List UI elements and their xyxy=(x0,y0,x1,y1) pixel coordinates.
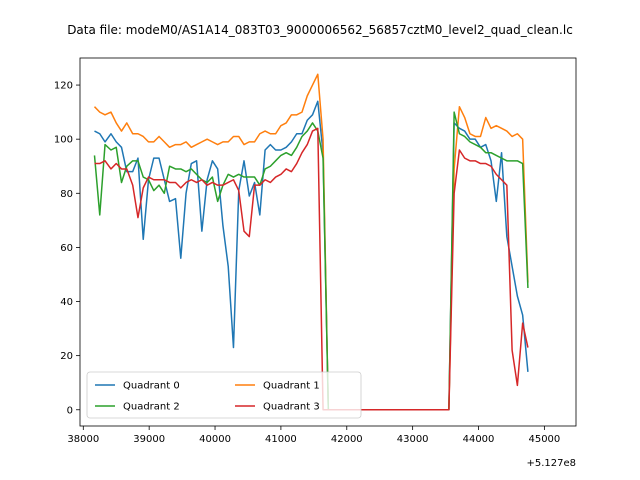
x-tick-label: 39000 xyxy=(133,434,165,445)
y-tick-label: 120 xyxy=(54,81,73,92)
y-tick-label: 60 xyxy=(60,243,73,254)
legend-label: Quadrant 3 xyxy=(263,402,320,413)
x-tick-label: 44000 xyxy=(463,434,495,445)
chart-title: Data file: modeM0/AS1A14_083T03_90000065… xyxy=(67,23,573,37)
series-line-quadrant-2 xyxy=(93,111,529,411)
y-tick-label: 0 xyxy=(67,405,73,416)
legend-label: Quadrant 0 xyxy=(123,381,180,392)
plot-area-frame xyxy=(79,57,577,427)
legend-label: Quadrant 2 xyxy=(123,402,180,413)
x-offset-label: +5.127e8 xyxy=(526,458,576,469)
x-tick-label: 41000 xyxy=(265,434,297,445)
legend-label: Quadrant 1 xyxy=(263,381,320,392)
series-line-quadrant-3 xyxy=(94,127,529,411)
y-tick-label: 100 xyxy=(54,135,73,146)
series-line-quadrant-1 xyxy=(93,73,529,411)
y-tick-label: 80 xyxy=(60,189,73,200)
x-axis: 38000 39000 40000 41000 42000 43000 44000 45000 xyxy=(67,426,560,445)
x-tick-label: 43000 xyxy=(397,434,429,445)
y-axis: 0 20 40 60 80 100 120 xyxy=(54,81,80,416)
x-tick-label: 38000 xyxy=(67,434,99,445)
y-tick-label: 40 xyxy=(60,297,73,308)
legend-box xyxy=(86,371,362,419)
legend: Quadrant 0 Quadrant 1 Quadrant 2 Quadrant 3 xyxy=(86,371,362,419)
x-tick-label: 40000 xyxy=(199,434,231,445)
series-layer xyxy=(93,73,529,411)
x-tick-label: 45000 xyxy=(528,434,560,445)
series-line-quadrant-0 xyxy=(94,100,529,411)
y-tick-label: 20 xyxy=(60,351,73,362)
x-tick-label: 42000 xyxy=(331,434,363,445)
